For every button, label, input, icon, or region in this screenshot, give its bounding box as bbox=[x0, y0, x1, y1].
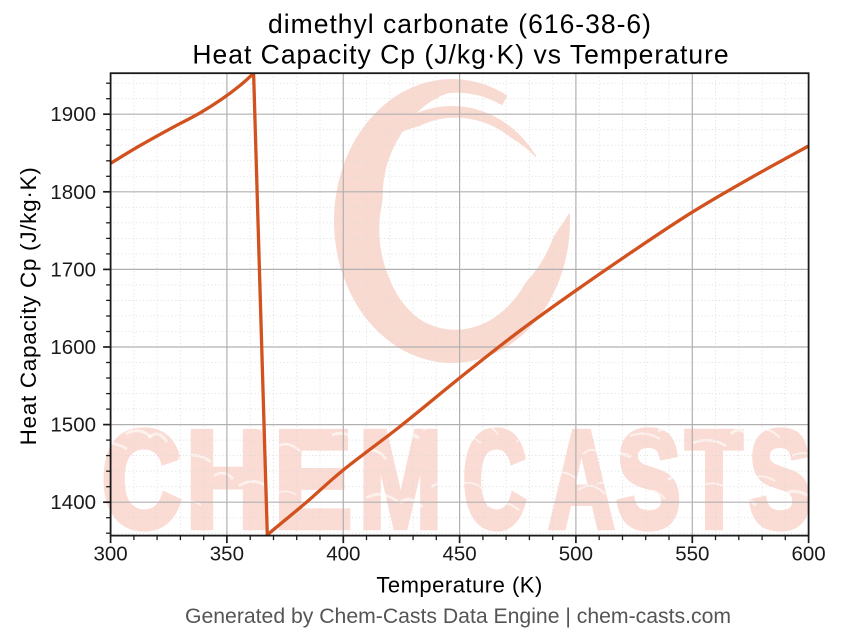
svg-text:600: 600 bbox=[791, 543, 825, 566]
svg-text:dimethyl carbonate (616-38-6): dimethyl carbonate (616-38-6) bbox=[268, 9, 652, 39]
svg-text:A: A bbox=[549, 402, 615, 557]
svg-text:1500: 1500 bbox=[50, 414, 96, 437]
svg-text:1400: 1400 bbox=[50, 491, 96, 514]
svg-text:400: 400 bbox=[326, 543, 360, 566]
svg-text:1600: 1600 bbox=[50, 336, 96, 359]
svg-text:T: T bbox=[685, 403, 742, 557]
svg-text:1900: 1900 bbox=[50, 103, 96, 126]
svg-text:Generated by Chem-Casts Data E: Generated by Chem-Casts Data Engine | ch… bbox=[185, 605, 731, 628]
svg-text:500: 500 bbox=[559, 543, 593, 566]
svg-text:E: E bbox=[274, 403, 352, 557]
svg-text:S: S bbox=[749, 403, 812, 557]
svg-text:Heat Capacity Cp (J/kg·K) vs T: Heat Capacity Cp (J/kg·K) vs Temperature bbox=[192, 40, 729, 70]
svg-text:450: 450 bbox=[442, 543, 476, 566]
svg-text:300: 300 bbox=[93, 543, 127, 566]
svg-text:Heat Capacity Cp (J/kg·K): Heat Capacity Cp (J/kg·K) bbox=[16, 167, 41, 446]
svg-text:350: 350 bbox=[210, 543, 244, 566]
svg-text:S: S bbox=[616, 403, 680, 557]
svg-text:C: C bbox=[463, 402, 527, 557]
svg-text:1800: 1800 bbox=[50, 181, 96, 204]
svg-text:Temperature (K): Temperature (K) bbox=[376, 573, 542, 598]
svg-text:1700: 1700 bbox=[50, 258, 96, 281]
svg-text:550: 550 bbox=[675, 543, 709, 566]
